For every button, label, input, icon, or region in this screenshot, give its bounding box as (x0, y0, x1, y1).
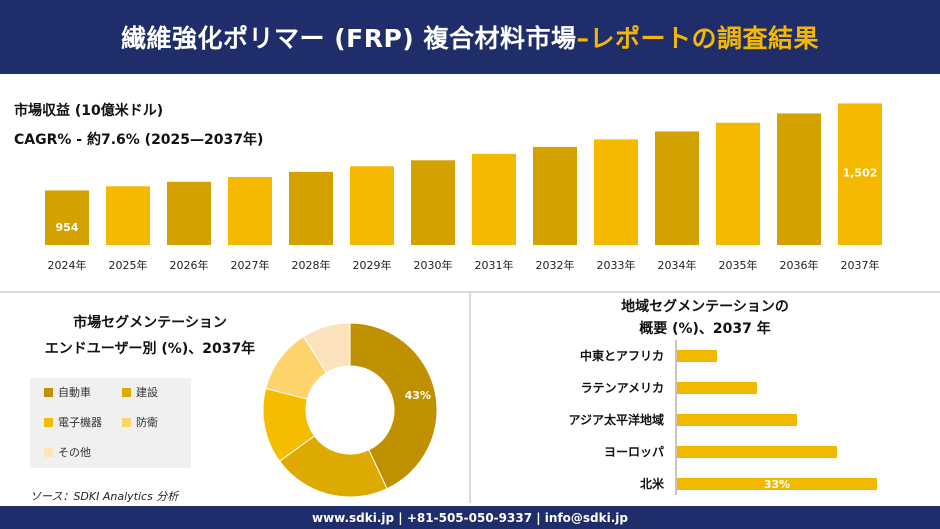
bar-x-label: 2031年 (475, 258, 514, 272)
bar-rect (777, 113, 821, 245)
revenue-bar: 2024年 954 (45, 190, 89, 272)
revenue-bar: 2033年 (594, 139, 638, 272)
region-label: ラテンアメリカ (581, 381, 664, 395)
bar-rect (289, 171, 333, 245)
bar-x-label: 2034年 (658, 258, 697, 272)
donut-legend: 自動車 建設 電子機器 防衛 その他 (30, 378, 191, 468)
revenue-label: 市場収益 (10億米ドル) (14, 103, 164, 119)
legend-item-automotive: 自動車 (44, 384, 91, 400)
end-user-donut-chart: 43% (262, 322, 438, 498)
legend-swatch (44, 447, 53, 457)
bar-rect (228, 176, 272, 245)
revenue-bar: 2025年 (106, 186, 150, 272)
legend-label: 建設 (136, 386, 158, 399)
bar-x-label: 2027年 (231, 258, 270, 272)
region-label: ヨーロッパ (604, 445, 664, 459)
region-title-line2: 概要 (%)、2037 年 (639, 321, 771, 337)
donut-slice (302, 322, 351, 374)
revenue-bar: 2031年 (472, 153, 516, 272)
bar-x-label: 2029年 (353, 258, 392, 272)
region-bar: ヨーロッパ (604, 445, 837, 459)
legend-label: 電子機器 (58, 416, 102, 429)
legend-swatch (44, 387, 53, 397)
region-bar-rect (677, 478, 877, 490)
donut-slice (349, 322, 438, 490)
revenue-bar-chart: 2024年 954 2025年 2026年 2027年 2028年 2029年 2030年 20… (45, 103, 882, 272)
region-bar: ラテンアメリカ (581, 381, 757, 395)
legend-label: その他 (58, 446, 91, 459)
source-note: ソース：SDKI Analytics 分析 (30, 490, 179, 503)
bar-x-label: 2024年 (48, 258, 87, 272)
region-bar: 中東とアフリカ (580, 348, 717, 363)
revenue-bar: 2029年 (350, 166, 394, 272)
revenue-bar: 2034年 (655, 131, 699, 272)
bar-x-label: 2032年 (536, 258, 575, 272)
legend-swatch (44, 417, 53, 427)
bar-rect (45, 190, 89, 245)
bar-data-label: 1,502 (843, 166, 878, 179)
bar-rect (411, 160, 455, 245)
bar-data-label: 954 (56, 221, 79, 234)
segment-title-line1: 市場セグメンテーション (73, 315, 227, 331)
bar-x-label: 2026年 (170, 258, 209, 272)
revenue-bar: 2026年 (167, 181, 211, 272)
bar-x-label: 2025年 (109, 258, 148, 272)
legend-item-other: その他 (44, 444, 91, 460)
region-title-line1: 地域セグメンテーションの (621, 299, 789, 315)
legend-swatch (122, 417, 131, 427)
legend-swatch (122, 387, 131, 397)
revenue-bar: 2032年 (533, 146, 577, 272)
header-title: 繊維強化ポリマー (FRP) 複合材料市場 (121, 24, 577, 53)
bar-rect (167, 181, 211, 245)
region-bar-rect (677, 350, 717, 362)
bar-x-label: 2036年 (780, 258, 819, 272)
revenue-bar: 2037年 1,502 (838, 103, 882, 272)
region-bar: アジア太平洋地域 (568, 412, 797, 427)
revenue-bar: 2036年 (777, 113, 821, 272)
section-divider-vertical (469, 293, 471, 503)
bar-rect (533, 146, 577, 245)
revenue-bar: 2027年 (228, 176, 272, 272)
donut-data-label: 43% (405, 389, 431, 402)
region-data-label: 33% (764, 478, 790, 491)
bar-x-label: 2037年 (841, 258, 880, 272)
revenue-bar: 2035年 (716, 122, 760, 272)
segment-title: 市場セグメンテーション エンドユーザー別 (%)、2037年 (0, 310, 300, 362)
bar-rect (472, 153, 516, 245)
bar-rect (716, 122, 760, 245)
legend-label: 自動車 (58, 386, 91, 399)
bar-x-label: 2033年 (597, 258, 636, 272)
segment-title-line2: エンドユーザー別 (%)、2037年 (44, 341, 256, 357)
bar-rect (594, 139, 638, 245)
region-title: 地域セグメンテーションの 概要 (%)、2037 年 (555, 296, 855, 340)
region-label: アジア太平洋地域 (568, 412, 664, 427)
footer-contact: www.sdki.jp | +81-505-050-9337 | info@sd… (0, 506, 940, 529)
region-bar-rect (677, 414, 797, 426)
region-bar-rect (677, 382, 757, 394)
bar-x-label: 2028年 (292, 258, 331, 272)
region-bar-rect (677, 446, 837, 458)
legend-item-defense: 防衛 (122, 414, 158, 430)
bar-x-label: 2030年 (414, 258, 453, 272)
bar-rect (838, 103, 882, 246)
region-label: 中東とアフリカ (580, 348, 664, 363)
revenue-bar: 2028年 (289, 171, 333, 272)
bar-rect (106, 186, 150, 245)
cagr-label: CAGR% - 約7.6% (2025—2037年) (14, 132, 264, 148)
header-title-accent: –レポートの調査結果 (576, 24, 819, 53)
bar-rect (350, 166, 394, 245)
section-divider (0, 291, 940, 293)
legend-item-construction: 建設 (122, 384, 158, 400)
region-bar: 北米 33% (640, 476, 877, 491)
report-header: 繊維強化ポリマー (FRP) 複合材料市場 –レポートの調査結果 (0, 0, 940, 74)
legend-item-electronics: 電子機器 (44, 414, 102, 430)
legend-label: 防衛 (136, 416, 158, 429)
revenue-bar: 2030年 (411, 160, 455, 272)
region-label: 北米 (640, 476, 665, 491)
bar-x-label: 2035年 (719, 258, 758, 272)
bar-rect (655, 131, 699, 245)
